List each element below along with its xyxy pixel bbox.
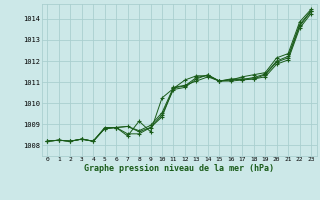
X-axis label: Graphe pression niveau de la mer (hPa): Graphe pression niveau de la mer (hPa) xyxy=(84,164,274,173)
